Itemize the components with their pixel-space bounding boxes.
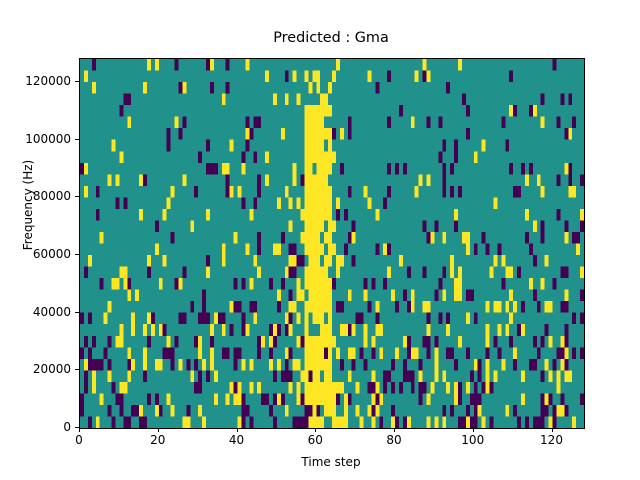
y-tick-mark: [75, 254, 79, 256]
y-axis-tick-group: 0 20000 40000 60000 80000 100000 120000: [0, 0, 71, 480]
x-tick-mark: [472, 428, 474, 432]
x-tick-mark: [315, 428, 317, 432]
x-tick-label: 60: [307, 433, 323, 447]
x-tick-label: 40: [228, 433, 245, 447]
y-tick-label: 120000: [25, 74, 71, 89]
chart-title: Predicted : Gma: [273, 30, 389, 46]
y-tick-label: 80000: [32, 189, 71, 204]
x-tick-mark: [157, 428, 159, 432]
y-tick-mark: [75, 369, 79, 371]
y-tick-mark: [75, 427, 79, 428]
x-tick-mark: [236, 428, 238, 432]
heatmap-image: [80, 59, 584, 428]
x-tick-mark: [79, 428, 80, 432]
y-tick-label: 60000: [32, 247, 71, 262]
y-tick-mark: [75, 81, 79, 83]
y-tick-label: 0: [63, 420, 71, 434]
x-tick-label: 20: [150, 433, 166, 447]
x-tick-label: 0: [75, 433, 83, 447]
y-tick-mark: [75, 138, 79, 140]
x-tick-label: 120: [540, 433, 563, 447]
y-tick-mark: [75, 196, 79, 198]
y-tick-label: 20000: [32, 362, 71, 377]
x-tick-mark: [551, 428, 553, 432]
x-tick-mark: [394, 428, 395, 432]
y-tick-mark: [75, 311, 79, 313]
heatmap-plot-area[interactable]: [79, 58, 585, 429]
y-tick-label: 100000: [25, 131, 71, 146]
x-tick-label: 80: [386, 433, 402, 447]
x-tick-label: 100: [461, 433, 485, 447]
y-tick-label: 40000: [32, 304, 71, 319]
x-axis-label: Time step: [301, 455, 361, 469]
